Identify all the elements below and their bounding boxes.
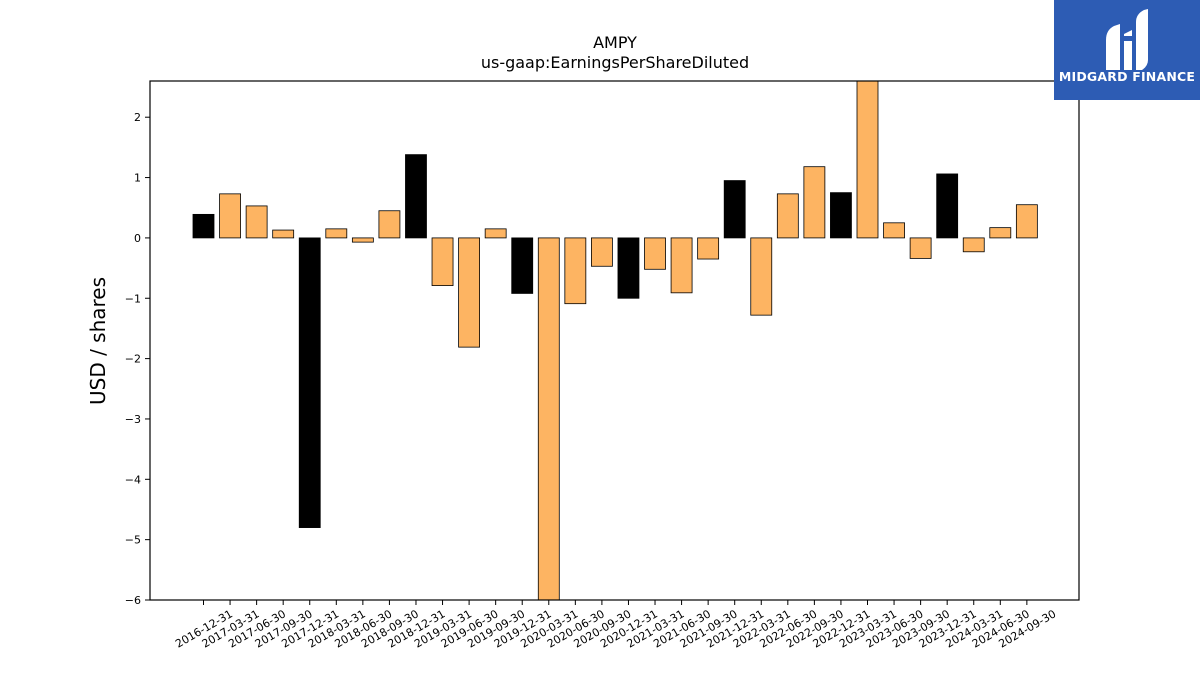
bar-2018-12-31 xyxy=(405,154,427,239)
bar-2020-09-30 xyxy=(591,237,613,267)
bar-2019-06-30 xyxy=(458,237,481,348)
logo-text: MIDGARD FINANCE xyxy=(1058,69,1196,84)
bar-2024-06-30 xyxy=(989,227,1012,239)
bar-2023-06-30 xyxy=(883,222,905,239)
bar-2017-09-30 xyxy=(272,229,295,239)
chart-title: AMPY xyxy=(593,33,637,52)
bar-2017-12-31 xyxy=(298,237,321,528)
bar-2017-03-31 xyxy=(219,193,241,239)
midgard-finance-logo: MIDGARD FINANCE xyxy=(1054,0,1200,100)
y-tick-label: 1 xyxy=(134,172,141,185)
bar-2018-09-30 xyxy=(378,210,401,239)
bar-2016-12-31 xyxy=(192,213,215,239)
y-tick-label: −4 xyxy=(125,473,141,486)
y-axis-label: USD / shares xyxy=(86,277,110,405)
bar-2022-09-30 xyxy=(803,166,826,239)
chart-subtitle: us-gaap:EarningsPerShareDiluted xyxy=(481,53,749,72)
bar-2024-09-30 xyxy=(1015,204,1038,239)
bar-2020-12-31 xyxy=(617,237,640,299)
y-tick-label: −5 xyxy=(125,534,141,547)
bar-2019-03-31 xyxy=(431,237,454,286)
bar-2021-06-30 xyxy=(670,237,693,294)
y-tick-label: −2 xyxy=(125,353,141,366)
bar-2021-09-30 xyxy=(697,237,720,260)
bars-group xyxy=(192,80,1038,601)
bar-2022-06-30 xyxy=(776,193,799,239)
bar-2020-03-31 xyxy=(537,237,560,601)
bar-2017-06-30 xyxy=(245,205,268,239)
bar-2019-09-30 xyxy=(484,228,507,239)
bar-2022-03-31 xyxy=(750,237,773,316)
bar-2024-03-31 xyxy=(962,237,985,253)
bar-2023-03-31 xyxy=(856,80,879,239)
bar-2023-12-31 xyxy=(936,173,959,239)
plot-frame xyxy=(149,80,1080,601)
x-ticks-group: 2016-12-312017-03-312017-06-302017-09-30… xyxy=(173,600,1058,651)
bar-2019-12-31 xyxy=(511,237,534,294)
y-ticks-group: −6 −5 −4 −3 −2 −1 0 1 2 xyxy=(125,111,150,607)
y-tick-label: 2 xyxy=(134,111,141,124)
bar-2020-06-30 xyxy=(564,237,587,305)
y-tick-label: −6 xyxy=(125,594,141,607)
bar-2021-03-31 xyxy=(644,237,666,270)
bar-2023-09-30 xyxy=(909,237,932,259)
bar-2022-12-31 xyxy=(830,192,852,239)
y-tick-label: −3 xyxy=(125,413,141,426)
midgard-logo-mark-icon xyxy=(1106,9,1148,70)
bar-2018-06-30 xyxy=(351,237,374,243)
bar-2021-12-31 xyxy=(723,180,746,239)
y-tick-label: 0 xyxy=(134,232,141,245)
bar-2018-03-31 xyxy=(325,228,348,239)
y-tick-label: −1 xyxy=(125,292,141,305)
